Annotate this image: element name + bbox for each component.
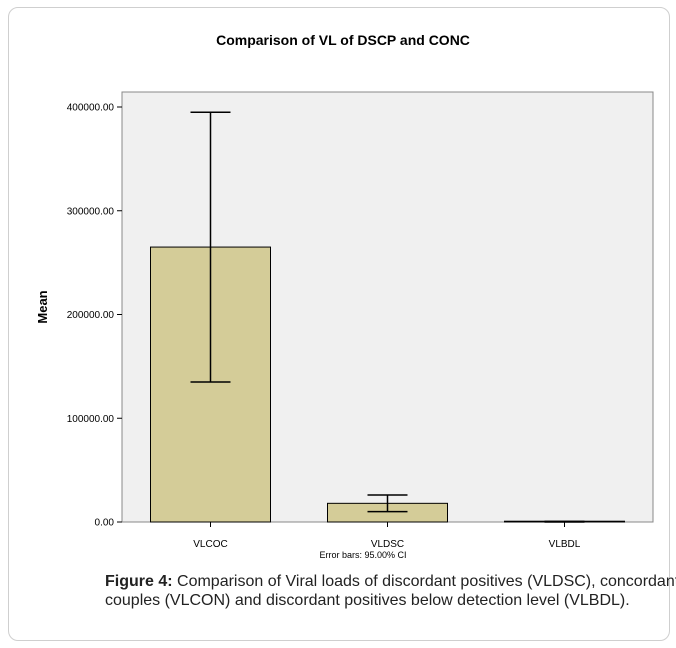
y-tick-label: 200000.00 <box>67 310 115 321</box>
x-tick-label: VLDSC <box>371 539 404 550</box>
error-bars-group <box>190 111 585 523</box>
x-tick-label: VLCOC <box>193 539 227 550</box>
error-bar-note: Error bars: 95.00% CI <box>319 550 406 560</box>
caption-text: Comparison of Viral loads of discordant … <box>105 573 676 609</box>
chart-title: Comparison of VL of DSCP and CONC <box>216 32 470 48</box>
bar-chart: Comparison of VL of DSCP and CONC 0.00 10… <box>35 32 654 560</box>
x-tick-label: VLBDL <box>549 539 581 550</box>
y-tick-label: 0.00 <box>95 518 115 529</box>
y-tick-label: 300000.00 <box>67 206 115 217</box>
y-axis: 0.00 100000.00 200000.00 300000.00 400000.00 <box>67 103 122 529</box>
y-tick-label: 400000.00 <box>67 103 115 114</box>
x-axis: VLCOC VLDSC VLBDL <box>193 522 581 550</box>
y-tick-label: 100000.00 <box>67 414 115 425</box>
figure-caption: Figure 4: Comparison of Viral loads of d… <box>105 572 676 610</box>
y-axis-label: Mean <box>35 290 50 323</box>
caption-label: Figure 4: <box>105 573 173 590</box>
